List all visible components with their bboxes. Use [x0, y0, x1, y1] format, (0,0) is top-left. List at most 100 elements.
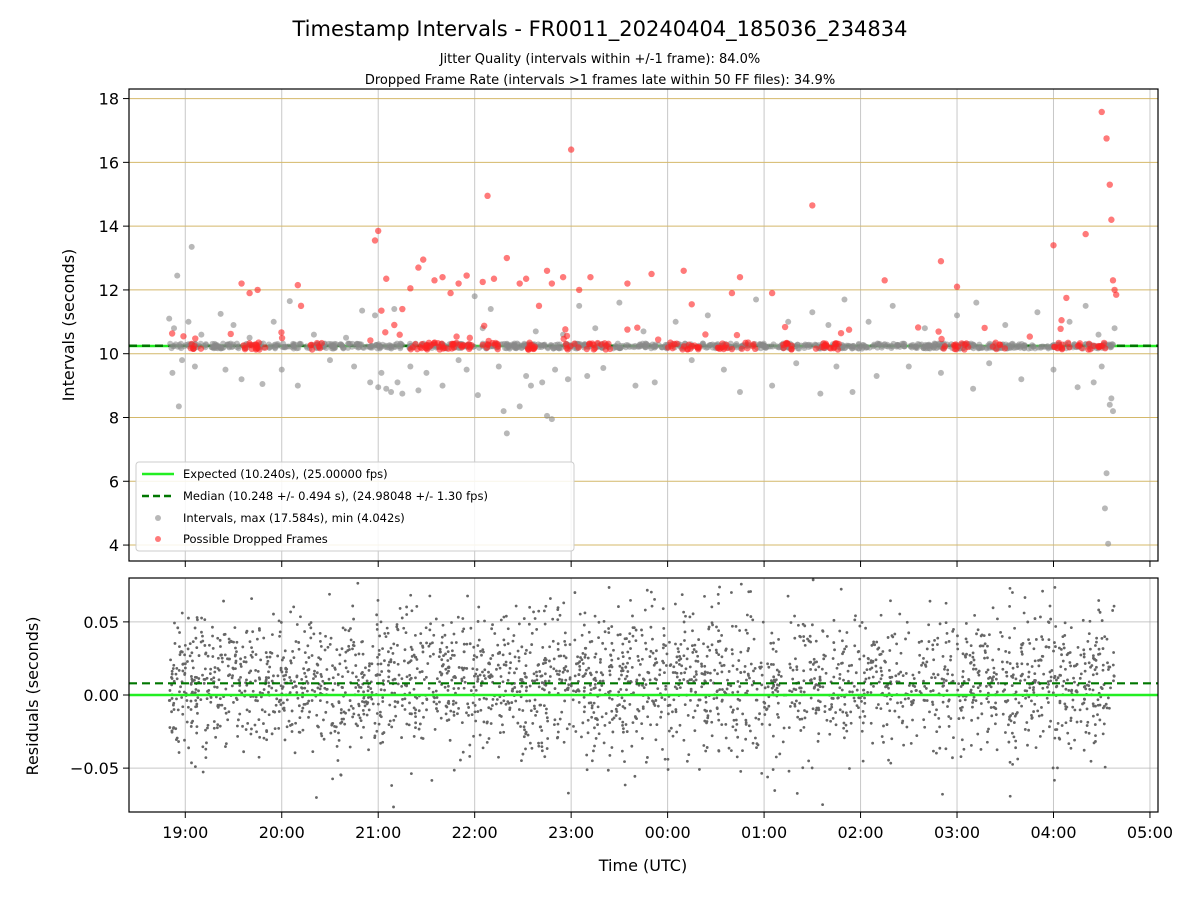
residual-point: [855, 704, 859, 708]
residual-point: [586, 731, 590, 735]
residual-point: [1066, 731, 1070, 735]
residual-point: [352, 712, 356, 716]
residual-point: [1064, 721, 1068, 725]
intervals-points: [166, 108, 1120, 547]
residual-point: [685, 759, 689, 763]
residual-point: [822, 657, 826, 661]
residual-point: [328, 592, 331, 596]
residual-point: [435, 677, 439, 681]
interval-point: [576, 302, 583, 309]
interval-point: [614, 340, 621, 347]
residual-point: [213, 666, 217, 669]
residual-point: [244, 660, 248, 664]
residual-point: [682, 620, 686, 624]
residual-point: [1106, 661, 1109, 665]
interval-point: [280, 344, 287, 351]
residual-point: [212, 676, 216, 680]
residual-point: [1085, 724, 1089, 727]
residual-point: [917, 671, 921, 674]
residual-point: [348, 699, 352, 702]
residual-point: [223, 707, 227, 710]
dropped-frame-point: [914, 324, 922, 331]
residual-point: [354, 722, 358, 726]
residual-point: [447, 666, 451, 669]
residual-point: [682, 610, 686, 614]
residual-point: [1061, 659, 1065, 663]
residual-point: [818, 675, 822, 679]
intervals-y-tick-label: 18: [99, 90, 119, 109]
residual-point: [279, 666, 283, 670]
intervals-y-tick-label: 16: [99, 153, 119, 172]
residual-point: [608, 669, 612, 673]
residual-point: [957, 682, 961, 685]
residual-point: [569, 684, 573, 688]
residual-point: [599, 671, 603, 674]
residual-point: [951, 679, 955, 683]
residual-point: [358, 716, 362, 720]
residual-point: [982, 634, 986, 638]
dropped-frame-point: [935, 328, 942, 335]
residual-point: [1022, 611, 1026, 615]
residual-point: [776, 690, 780, 693]
residual-point: [452, 713, 456, 717]
residual-point: [370, 662, 374, 666]
interval-point: [650, 343, 657, 350]
residual-point: [558, 717, 562, 721]
residual-point: [836, 696, 840, 700]
residual-point: [641, 677, 645, 681]
residual-point: [170, 669, 174, 673]
residual-point: [936, 673, 940, 677]
residual-point: [1053, 641, 1056, 644]
residual-point: [467, 706, 471, 709]
residual-point: [695, 672, 698, 676]
residual-point: [183, 662, 187, 666]
dropped-frame-point: [371, 237, 379, 244]
residual-point: [744, 628, 748, 632]
dropped-frame-point: [685, 341, 693, 348]
residual-point: [986, 644, 989, 648]
residual-point: [190, 675, 193, 678]
residual-point: [1059, 665, 1063, 669]
residual-point: [781, 740, 785, 744]
residual-point: [659, 715, 663, 719]
residual-point: [534, 714, 537, 717]
residual-point: [289, 661, 293, 665]
residual-point: [869, 721, 873, 725]
interval-point: [167, 340, 174, 347]
residual-point: [379, 662, 383, 666]
residual-point: [763, 713, 767, 716]
dropped-frame-point: [719, 340, 726, 347]
residual-point: [472, 685, 476, 689]
residual-point: [941, 792, 944, 796]
residual-point: [688, 665, 692, 669]
residual-point: [294, 721, 298, 725]
residual-point: [969, 690, 972, 694]
residual-point: [381, 700, 385, 703]
intervals-grid: [129, 89, 1158, 561]
residual-point: [603, 723, 607, 727]
residual-point: [685, 657, 689, 661]
residual-point: [415, 658, 419, 661]
interval-point: [354, 340, 361, 347]
residual-point: [431, 641, 434, 645]
interval-point: [198, 331, 205, 338]
residual-point: [1010, 731, 1014, 735]
residual-point: [716, 712, 720, 716]
residual-point: [1028, 641, 1032, 645]
residual-point: [316, 686, 320, 690]
residual-point: [463, 680, 467, 684]
residual-point: [799, 690, 803, 693]
residual-point: [177, 740, 180, 743]
residual-point: [513, 671, 516, 675]
residual-point: [774, 688, 777, 692]
residual-point: [473, 710, 477, 714]
residual-point: [746, 689, 749, 693]
residual-point: [303, 686, 307, 690]
residual-point: [938, 725, 942, 729]
residual-point: [702, 642, 705, 646]
residual-point: [310, 654, 314, 657]
residual-point: [413, 634, 417, 637]
x-tick-label: 23:00: [548, 823, 594, 842]
residual-point: [700, 685, 704, 689]
residual-point: [475, 655, 479, 659]
